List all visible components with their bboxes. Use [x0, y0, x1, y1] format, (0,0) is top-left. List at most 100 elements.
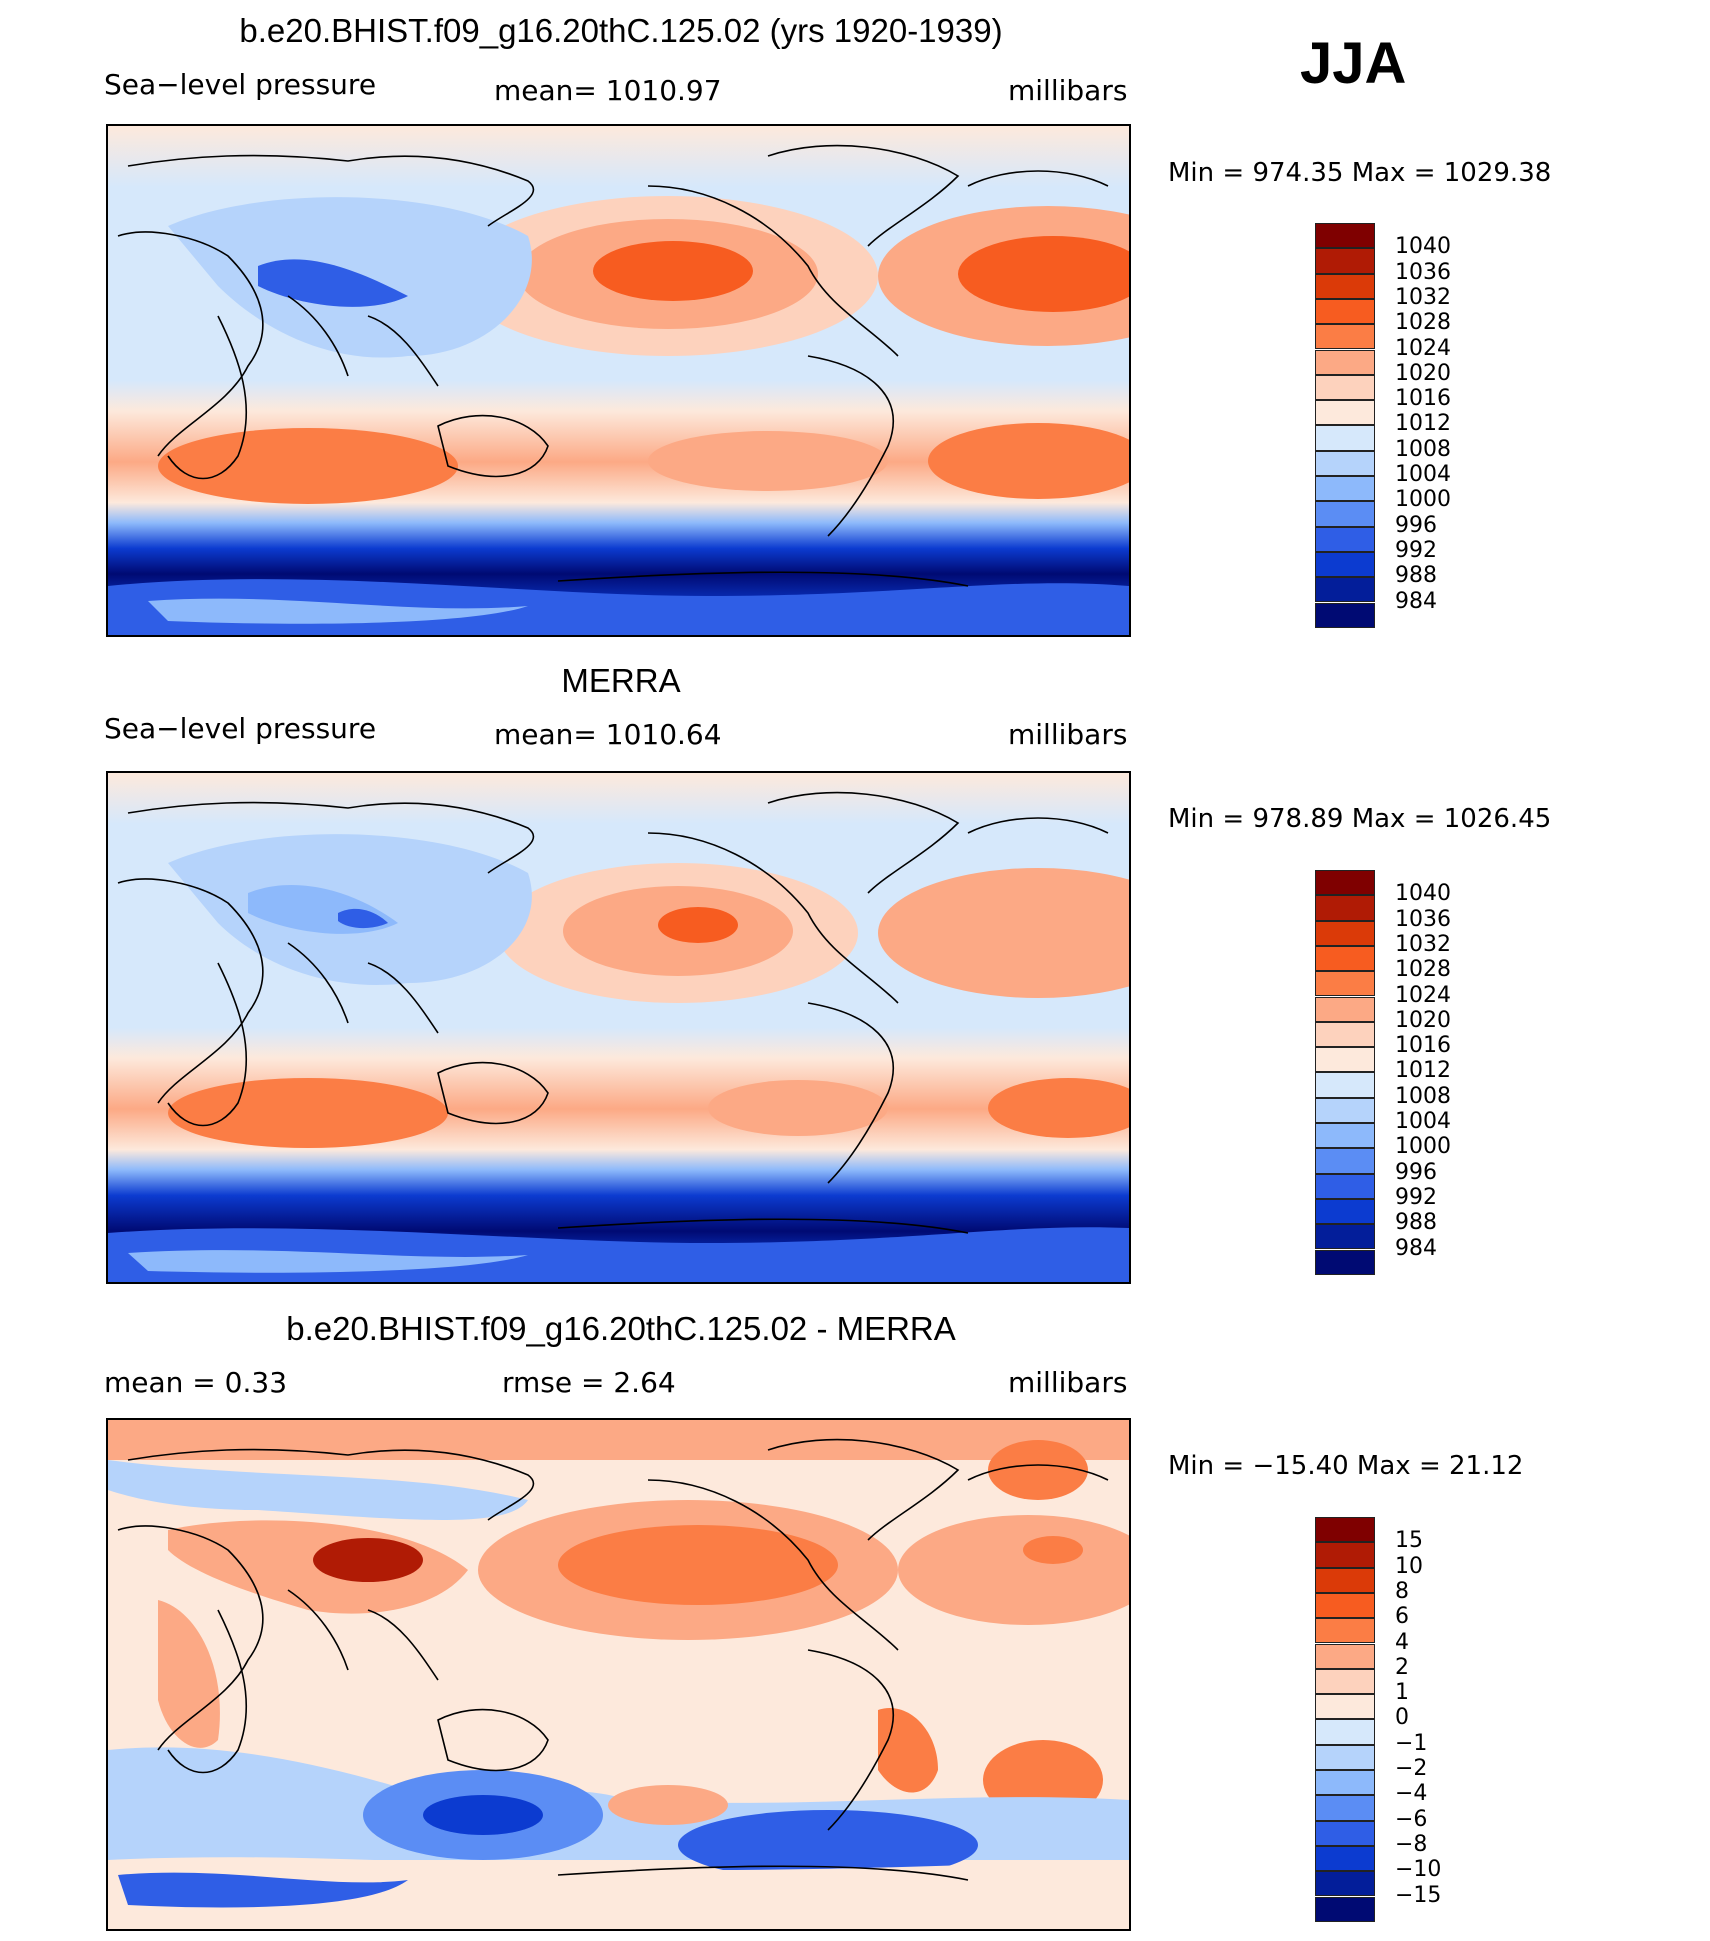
- panel-diff-arctic: [108, 1420, 1129, 1460]
- panel-model-south-atlantic-high: [928, 423, 1129, 499]
- panel-obs-title: MERRA: [561, 662, 681, 699]
- panel-diff-north-blue: [108, 1460, 528, 1520]
- panel-obs-units-label: millibars: [1008, 718, 1128, 751]
- colorbar-level-label: 1004: [1395, 462, 1451, 487]
- panel-model-variable-label: Sea−level pressure: [104, 68, 377, 101]
- colorbar-swatch: [1315, 1567, 1375, 1593]
- panel-model-colorbar: [1315, 223, 1377, 628]
- colorbar-level-label: 1000: [1395, 487, 1451, 513]
- panel-diff-minmax: Min = −15.40 Max = 21.12: [1168, 1451, 1524, 1481]
- colorbar-swatch: [1315, 400, 1375, 426]
- panel-diff-map: [106, 1418, 1131, 1931]
- panel-diff-southern-low-2: [678, 1810, 978, 1880]
- colorbar-swatch: [1315, 1123, 1375, 1149]
- colorbar-swatch: [1315, 1224, 1375, 1250]
- colorbar-level-label: 1020: [1395, 1007, 1451, 1033]
- colorbar-level-label: 984: [1395, 588, 1437, 614]
- colorbar-swatch: [1315, 1744, 1375, 1770]
- colorbar-swatch: [1315, 1845, 1375, 1872]
- colorbar-level-label: 1024: [1395, 982, 1451, 1008]
- panel-model-pacific-high-core: [593, 241, 753, 301]
- colorbar-swatch: [1315, 1021, 1375, 1048]
- colorbar-level-label: 1016: [1395, 1033, 1451, 1059]
- colorbar-swatch: [1315, 1198, 1375, 1225]
- panel-diff-southern-low-core: [423, 1795, 543, 1835]
- panel-diff-south-america: [878, 1708, 938, 1793]
- panel-model-map: [106, 124, 1131, 637]
- colorbar-level-label: 996: [1395, 512, 1437, 538]
- colorbar-swatch: [1315, 476, 1375, 502]
- panel-obs-pacific-high-core: [658, 907, 738, 943]
- colorbar-level-label: 996: [1395, 1159, 1437, 1185]
- colorbar-level-label: 1036: [1395, 906, 1451, 932]
- colorbar-swatch: [1315, 223, 1375, 249]
- panel-obs-south-pacific-high: [708, 1080, 888, 1136]
- colorbar-swatch: [1315, 1896, 1375, 1922]
- colorbar-swatch: [1315, 425, 1375, 451]
- colorbar-swatch: [1315, 1517, 1375, 1543]
- colorbar-level-label: 1: [1395, 1680, 1409, 1706]
- colorbar-swatch: [1315, 1148, 1375, 1174]
- colorbar-swatch: [1315, 1072, 1375, 1098]
- panel-diff-africa: [158, 1600, 220, 1748]
- panel-model-mean-label: mean= 1010.97: [494, 74, 722, 107]
- colorbar-swatch: [1315, 349, 1375, 375]
- panel-model-map-svg: [108, 126, 1129, 635]
- colorbar-level-label: 1028: [1395, 310, 1451, 336]
- panel-obs-asian-low-core: [338, 908, 388, 929]
- panel-obs-south-atlantic-high: [988, 1078, 1129, 1138]
- colorbar-level-label: 988: [1395, 1210, 1437, 1236]
- colorbar-level-label: 6: [1395, 1604, 1409, 1630]
- colorbar-swatch: [1315, 870, 1375, 896]
- colorbar-swatch: [1315, 526, 1375, 552]
- colorbar-level-label: 4: [1395, 1629, 1409, 1655]
- panel-obs-map: [106, 771, 1131, 1284]
- panel-model-title: b.e20.BHIST.f09_g16.20thC.125.02 (yrs 19…: [239, 12, 1003, 49]
- panel-diff-south-pacific-anomaly: [608, 1785, 728, 1825]
- panel-model-coastlines: [117, 144, 1109, 587]
- colorbar-swatch: [1315, 1097, 1375, 1123]
- colorbar-level-label: 992: [1395, 1184, 1437, 1210]
- colorbar-swatch: [1315, 1592, 1375, 1619]
- panel-model-south-pacific-high: [648, 431, 888, 491]
- colorbar-level-label: 0: [1395, 1705, 1409, 1731]
- colorbar-level-label: 1012: [1395, 1058, 1451, 1084]
- panel-diff-coastlines: [117, 1438, 1109, 1881]
- colorbar-swatch: [1315, 1795, 1375, 1821]
- colorbar-level-label: −8: [1395, 1831, 1428, 1857]
- colorbar-swatch: [1315, 1047, 1375, 1073]
- panel-diff-rmse-label: rmse = 2.64: [502, 1366, 676, 1399]
- colorbar-level-label: 1012: [1395, 411, 1451, 437]
- colorbar-level-label: 1008: [1395, 1083, 1451, 1109]
- panel-model-atlantic-high-core: [958, 236, 1129, 312]
- colorbar-swatch: [1315, 273, 1375, 299]
- panel-model-indian-high: [158, 428, 458, 504]
- colorbar-level-label: 1000: [1395, 1134, 1451, 1160]
- colorbar-level-label: 988: [1395, 563, 1437, 589]
- colorbar-level-label: −10: [1395, 1857, 1442, 1883]
- colorbar-level-label: 1020: [1395, 360, 1451, 386]
- colorbar-swatch: [1315, 945, 1375, 972]
- colorbar-level-label: 1024: [1395, 335, 1451, 361]
- colorbar-swatch: [1315, 1643, 1375, 1669]
- colorbar-swatch: [1315, 1249, 1375, 1275]
- panel-diff-greenland: [988, 1440, 1088, 1500]
- panel-obs-colorbar: [1315, 870, 1377, 1275]
- colorbar-swatch: [1315, 1668, 1375, 1695]
- colorbar-swatch: [1315, 920, 1375, 946]
- colorbar-level-label: −15: [1395, 1882, 1442, 1908]
- panel-diff-title: b.e20.BHIST.f09_g16.20thC.125.02 - MERRA: [286, 1310, 956, 1347]
- colorbar-swatch: [1315, 1173, 1375, 1199]
- colorbar-swatch: [1315, 1542, 1375, 1568]
- colorbar-level-label: 10: [1395, 1553, 1423, 1579]
- panel-model-asian-low-core: [258, 259, 408, 307]
- panel-diff-map-svg: [108, 1420, 1129, 1929]
- colorbar-level-label: 8: [1395, 1578, 1409, 1604]
- season-label: JJA: [1300, 31, 1407, 96]
- panel-diff-colorbar: [1315, 1517, 1377, 1922]
- panel-obs-map-svg: [108, 773, 1129, 1282]
- colorbar-swatch: [1315, 324, 1375, 350]
- panel-obs-mean-label: mean= 1010.64: [494, 718, 722, 751]
- colorbar-swatch: [1315, 1694, 1375, 1720]
- colorbar-swatch: [1315, 577, 1375, 603]
